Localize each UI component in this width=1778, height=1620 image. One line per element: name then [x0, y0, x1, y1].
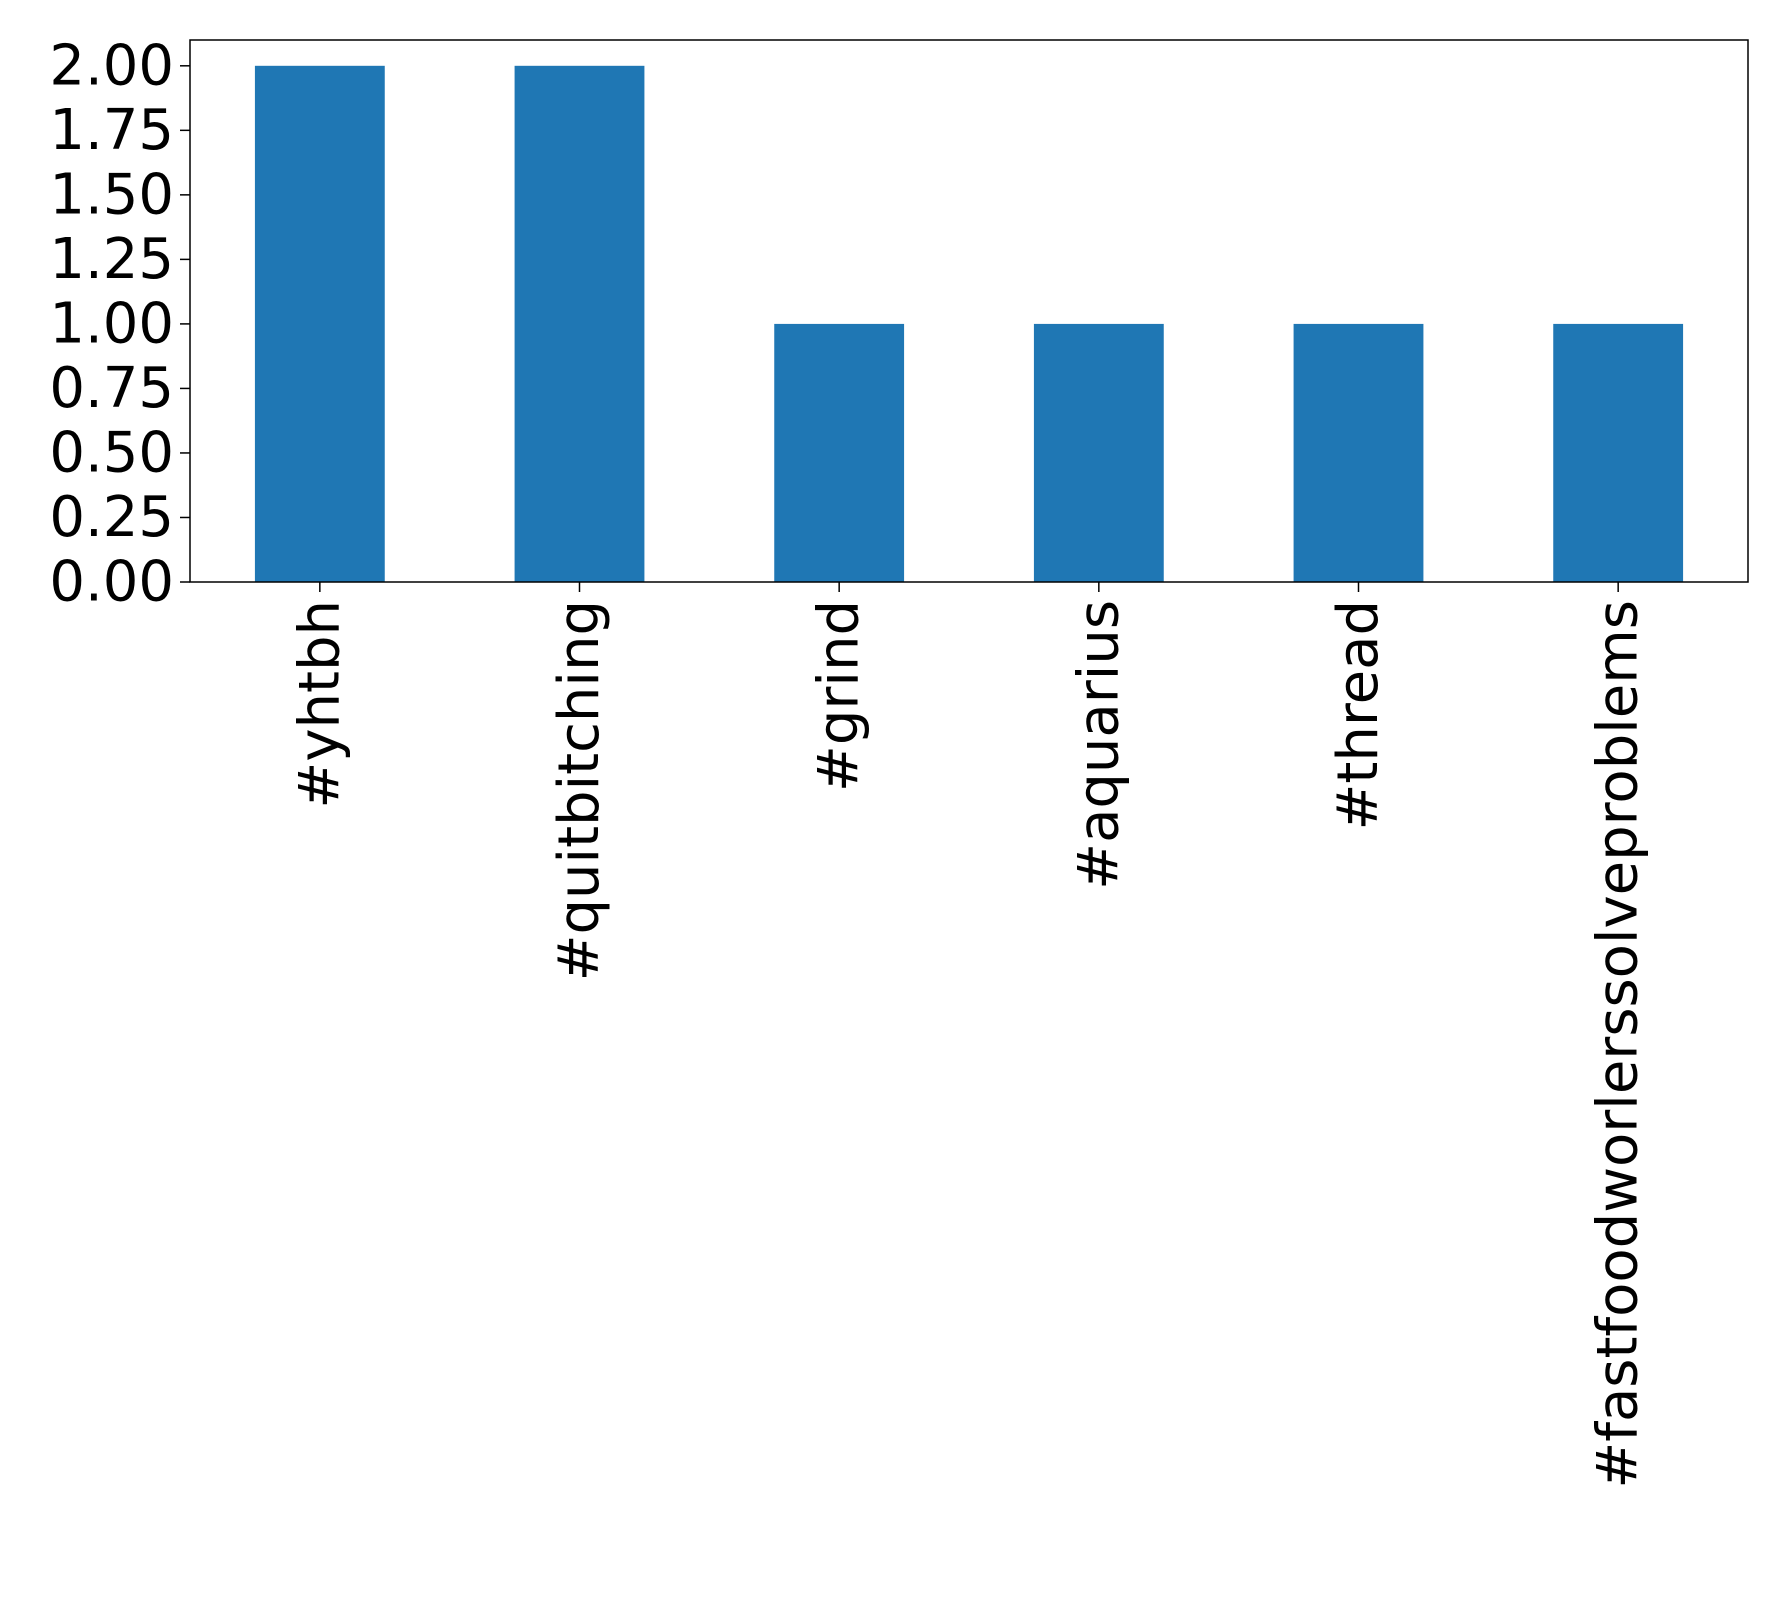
- x-tick-label: #aquarius: [1066, 600, 1131, 890]
- y-tick-label: 0.50: [49, 420, 174, 485]
- x-tick-label: #grind: [807, 600, 872, 792]
- bar-0: [254, 65, 385, 583]
- x-tick-label: #quitbitching: [547, 600, 612, 981]
- bar-1: [514, 65, 645, 583]
- bars-group: [254, 65, 1684, 583]
- y-tick-label: 1.50: [49, 162, 174, 227]
- x-tick-label: #thread: [1326, 600, 1391, 830]
- bar-2: [774, 323, 905, 582]
- y-tick-label: 1.25: [49, 227, 174, 292]
- x-tick-label: #yhtbh: [287, 600, 352, 809]
- plot-frame: [189, 39, 1749, 583]
- y-tick-label: 2.00: [49, 33, 174, 98]
- y-tick-label: 0.75: [49, 356, 174, 421]
- y-tick-label: 0.00: [49, 550, 174, 615]
- bar-3: [1033, 323, 1164, 582]
- x-axis: #yhtbh #quitbitching #grind #aquarius #threa…: [287, 582, 1651, 1489]
- y-tick-label: 0.25: [49, 485, 174, 550]
- bar-4: [1293, 323, 1424, 582]
- y-axis: 0.000.250.500.751.001.251.501.752.00: [49, 33, 190, 615]
- bar-5: [1553, 323, 1684, 582]
- x-tick-label: #fastfoodworlerssolveproblems: [1586, 600, 1651, 1489]
- y-tick-label: 1.75: [49, 98, 174, 163]
- y-tick-label: 1.00: [49, 291, 174, 356]
